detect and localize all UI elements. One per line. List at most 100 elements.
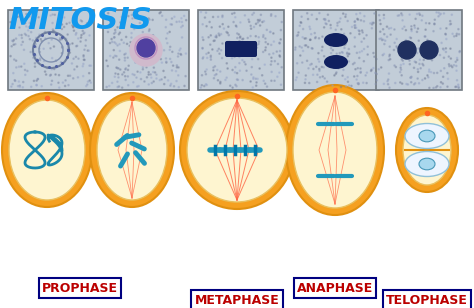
Point (247, 72, 255, 77)
Point (373, 57, 380, 62)
Point (375, 67, 383, 72)
Point (82, 38, 90, 43)
Point (44, 65, 51, 70)
Point (32, 35, 40, 40)
Point (318, 48, 326, 53)
Point (453, 31, 461, 36)
Point (231, 65, 239, 70)
Point (118, 85, 126, 90)
Point (354, 17, 362, 22)
Point (36, 56, 44, 61)
Point (220, 26, 228, 31)
Point (435, 14, 442, 19)
Point (306, 24, 313, 29)
Point (234, 35, 241, 40)
Point (199, 46, 206, 51)
Point (301, 36, 309, 41)
Point (346, 51, 353, 56)
Point (237, 45, 245, 50)
Point (174, 51, 182, 56)
Point (86, 78, 93, 83)
Point (439, 46, 447, 51)
Point (26, 14, 33, 19)
Point (450, 34, 458, 39)
Point (12, 58, 20, 63)
Point (72, 32, 80, 37)
Point (386, 54, 393, 59)
Point (298, 20, 305, 25)
Point (66, 73, 74, 78)
Point (105, 83, 113, 88)
Point (402, 51, 410, 56)
Point (248, 57, 256, 62)
Point (261, 62, 269, 67)
Point (125, 14, 132, 18)
Point (243, 68, 250, 73)
Ellipse shape (419, 130, 435, 142)
Point (419, 42, 427, 47)
Point (177, 25, 185, 30)
Point (403, 52, 411, 57)
Point (259, 34, 267, 39)
Point (406, 12, 413, 17)
Point (276, 40, 283, 45)
Point (116, 57, 123, 62)
Point (403, 82, 410, 87)
Point (359, 80, 367, 85)
Point (175, 19, 183, 24)
Point (226, 39, 233, 44)
Point (163, 59, 170, 64)
Point (453, 68, 460, 73)
Point (19, 85, 27, 90)
Point (212, 72, 220, 77)
Point (311, 30, 319, 35)
Point (351, 60, 358, 65)
Point (210, 76, 218, 81)
Point (169, 49, 176, 54)
Point (108, 37, 115, 42)
Point (135, 83, 143, 88)
Point (48, 56, 56, 61)
Text: MITOSIS: MITOSIS (8, 6, 152, 35)
Point (360, 19, 368, 24)
Point (296, 23, 303, 28)
Point (293, 61, 301, 66)
Point (277, 37, 284, 42)
Point (378, 38, 386, 43)
Point (174, 54, 182, 59)
Point (407, 36, 415, 41)
Point (115, 84, 123, 89)
Point (62, 36, 70, 41)
Point (385, 71, 393, 76)
Point (10, 38, 18, 43)
Point (394, 13, 401, 18)
Point (82, 83, 90, 88)
Point (84, 79, 92, 84)
Point (425, 39, 433, 44)
Point (71, 67, 78, 72)
Point (113, 54, 120, 59)
Point (203, 24, 210, 29)
Point (199, 46, 206, 51)
Point (219, 14, 226, 19)
Point (79, 28, 87, 33)
Point (47, 82, 55, 87)
Point (47, 13, 55, 18)
Point (118, 37, 125, 42)
Point (381, 42, 388, 47)
Point (177, 46, 184, 51)
Point (116, 30, 124, 35)
Point (154, 40, 161, 45)
Point (386, 85, 393, 90)
Point (380, 16, 388, 21)
Point (320, 17, 328, 22)
Point (33, 13, 40, 18)
Point (431, 17, 438, 22)
Point (385, 26, 393, 31)
Point (169, 63, 177, 68)
Point (399, 58, 407, 63)
Point (390, 47, 398, 52)
Point (352, 25, 360, 30)
Point (406, 35, 414, 40)
Point (265, 52, 273, 57)
